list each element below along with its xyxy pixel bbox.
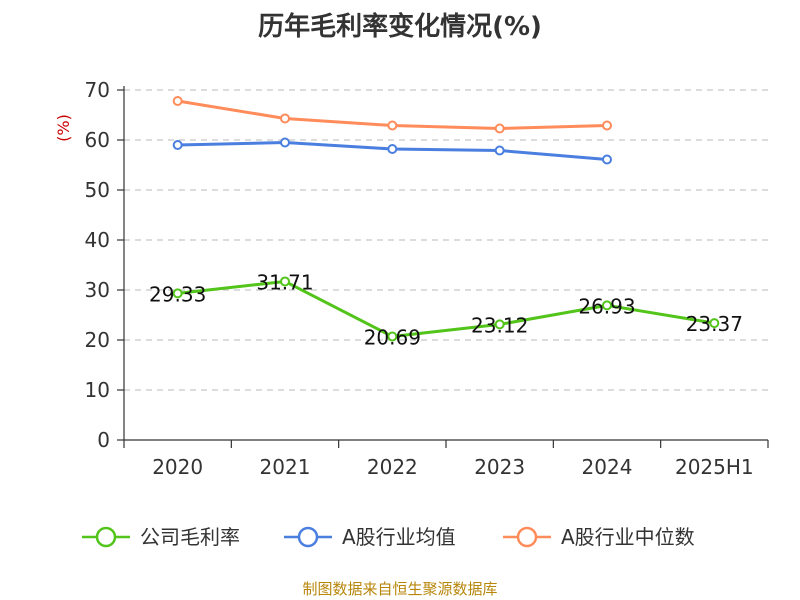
chart-title: 历年毛利率变化情况(%) (258, 12, 542, 42)
data-point-1 (494, 145, 505, 156)
x-tick-label: 2021 (260, 455, 311, 479)
y-tick-label: 60 (85, 128, 110, 152)
data-point-0 (172, 288, 183, 299)
y-tick-label: 50 (85, 178, 110, 202)
data-point-2 (602, 120, 612, 131)
data-point-1 (172, 140, 183, 150)
data-point-1 (387, 144, 398, 154)
x-tick-label: 2020 (152, 455, 203, 479)
legend-marker (516, 526, 538, 548)
data-point-0 (494, 319, 505, 330)
data-point-0 (709, 318, 720, 329)
legend-label: A股行业中位数 (561, 525, 695, 549)
y-tick-label: 70 (85, 78, 110, 102)
data-label: 23.37 (686, 312, 743, 336)
y-axis-unit: (%) (54, 114, 73, 142)
data-point-1 (602, 154, 612, 165)
legend-label: 公司毛利率 (140, 525, 240, 549)
y-tick-label: 20 (85, 328, 110, 352)
data-label: 23.12 (471, 313, 528, 337)
data-point-0 (280, 276, 290, 287)
x-tick-label: 2022 (367, 455, 418, 479)
data-point-0 (602, 300, 612, 311)
x-tick-label: 2024 (582, 455, 633, 479)
y-tick-label: 10 (85, 378, 110, 402)
data-label: 26.93 (578, 294, 635, 318)
x-tick-label: 2023 (474, 455, 525, 479)
source-footer: 制图数据来自恒生聚源数据库 (302, 580, 498, 598)
legend-marker (297, 526, 319, 548)
data-point-1 (280, 137, 290, 148)
data-point-2 (172, 96, 183, 106)
y-tick-label: 30 (85, 278, 110, 302)
y-tick-label: 40 (85, 228, 110, 252)
legend-label: A股行业均值 (342, 525, 456, 549)
data-label: 29.33 (149, 282, 206, 306)
legend-marker (95, 526, 117, 548)
y-tick-label: 0 (97, 428, 110, 452)
data-point-0 (387, 331, 398, 342)
series-line-0 (177, 279, 715, 339)
data-label: 31.71 (256, 270, 313, 294)
data-point-2 (387, 120, 398, 131)
data-point-2 (494, 123, 505, 134)
data-point-2 (280, 113, 290, 124)
x-tick-label: 2025H1 (675, 455, 754, 479)
data-label: 20.69 (364, 326, 421, 350)
